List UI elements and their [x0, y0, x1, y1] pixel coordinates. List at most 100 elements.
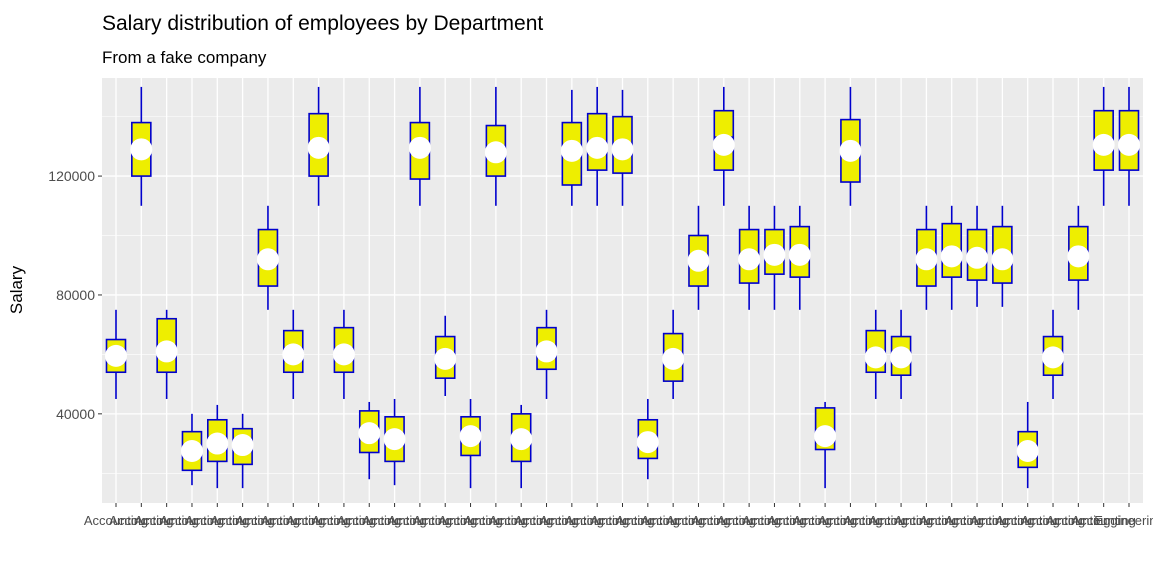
boxplot [434, 315, 457, 397]
mean-point [1092, 133, 1115, 156]
mean-point [966, 246, 989, 269]
boxplot [231, 413, 254, 489]
mean-point [307, 136, 330, 159]
boxplot [586, 86, 609, 206]
boxplot [788, 205, 811, 310]
y-tick-label: 120000 [48, 168, 95, 184]
x-tick-label: Accounting [590, 513, 654, 528]
mean-point [510, 428, 533, 451]
x-tick-label: Accounting [1046, 513, 1110, 528]
x-tick-label: Accounting [768, 513, 832, 528]
mean-point [1067, 245, 1090, 268]
mean-point [940, 245, 963, 268]
x-tick-label: Accounting [666, 513, 730, 528]
boxplot [636, 398, 659, 480]
mean-point [206, 432, 229, 455]
mean-point [180, 439, 203, 462]
x-tick-label: Accounting [869, 513, 933, 528]
mean-point [383, 428, 406, 451]
mean-point [839, 139, 862, 162]
boxplot [611, 89, 634, 206]
x-tick-label: Accounting [489, 513, 553, 528]
mean-point [256, 248, 279, 271]
boxplot [662, 309, 685, 399]
x-tick-label: Accounting [793, 513, 857, 528]
mean-point [788, 243, 811, 266]
mean-point [991, 248, 1014, 271]
x-tick-label: Accounting [540, 513, 604, 528]
x-tick-label: Accounting [160, 513, 224, 528]
x-tick-label: Engineering [1094, 513, 1153, 528]
mean-point [560, 139, 583, 162]
boxplot [1016, 401, 1039, 489]
mean-point [535, 340, 558, 363]
x-tick-label: Accounting [818, 513, 882, 528]
mean-point [1118, 133, 1140, 156]
boxplot [839, 86, 862, 206]
x-tick-label: Accounting [996, 513, 1060, 528]
boxplots [105, 86, 1140, 489]
mean-point [738, 248, 761, 271]
x-tick-label: Accounting [920, 513, 984, 528]
mean-point [712, 133, 735, 156]
x-tick-label: Accounting [236, 513, 300, 528]
chart-title: Salary distribution of employees by Depa… [102, 12, 543, 35]
boxplot [358, 401, 381, 480]
y-axis-title: Salary [7, 265, 26, 314]
x-tick-label: Accounting [514, 513, 578, 528]
x-tick-label: Accounting [844, 513, 908, 528]
boxplot [256, 205, 279, 310]
x-tick-label: Accounting [388, 513, 452, 528]
boxplot [814, 401, 837, 489]
mean-point [636, 431, 659, 454]
boxplot [890, 309, 913, 399]
x-tick-label: Accounting [1072, 513, 1136, 528]
x-tick-label: Accounting [717, 513, 781, 528]
x-tick-label: Accounting [261, 513, 325, 528]
x-tick-label: Accounting [641, 513, 705, 528]
x-axis-ticks: AccountingAccountingAccountingAccounting… [84, 503, 1153, 528]
boxplot [535, 309, 558, 399]
y-tick-label: 80000 [56, 287, 95, 303]
boxplot [1092, 86, 1115, 206]
mean-point [484, 141, 507, 164]
boxplot [966, 205, 989, 307]
chart-subtitle: From a fake company [102, 48, 267, 67]
boxplot [130, 86, 153, 206]
boxplot [991, 205, 1014, 307]
y-tick-label: 40000 [56, 406, 95, 422]
mean-point [1042, 346, 1065, 369]
boxplot [282, 309, 305, 399]
x-tick-label: Accounting [84, 513, 148, 528]
x-tick-label: Accounting [616, 513, 680, 528]
boxplot [1042, 309, 1065, 399]
boxplot [484, 86, 507, 206]
x-tick-label: Accounting [742, 513, 806, 528]
mean-point [155, 340, 178, 363]
x-tick-label: Accounting [565, 513, 629, 528]
mean-point [358, 422, 381, 445]
mean-point [611, 138, 634, 161]
x-tick-label: Accounting [894, 513, 958, 528]
x-tick-label: Accounting [692, 513, 756, 528]
mean-point [105, 344, 127, 367]
boxplot [864, 309, 887, 399]
x-tick-label: Accounting [945, 513, 1009, 528]
mean-point [662, 347, 685, 370]
boxplot [712, 86, 735, 206]
boxplot [307, 86, 330, 206]
x-tick-label: Accounting [413, 513, 477, 528]
x-tick-label: Accounting [970, 513, 1034, 528]
mean-point [231, 434, 254, 457]
x-tick-label: Accounting [185, 513, 249, 528]
boxplot [206, 404, 229, 489]
boxplot [459, 398, 482, 489]
mean-point [1016, 439, 1039, 462]
boxplot [408, 86, 431, 206]
mean-point [434, 347, 457, 370]
x-tick-label: Accounting [337, 513, 401, 528]
mean-point [282, 343, 305, 366]
x-tick-label: Accounting [286, 513, 350, 528]
